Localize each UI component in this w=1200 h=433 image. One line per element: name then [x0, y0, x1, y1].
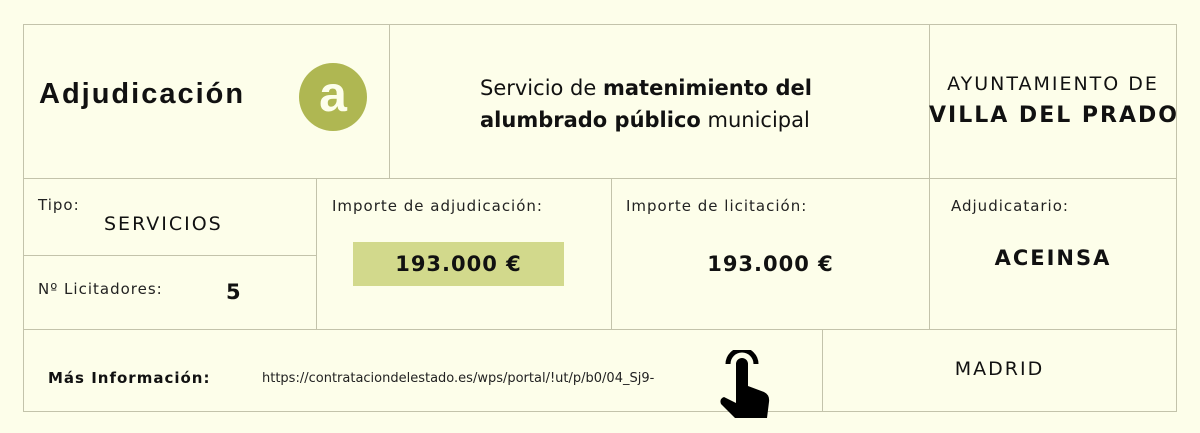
location: MADRID: [954, 358, 1045, 380]
page-title: Adjudicación: [39, 78, 246, 110]
tipo-label: Tipo:: [38, 196, 80, 214]
adjudicacion-value: 193.000 €: [353, 242, 564, 286]
org-line2: VILLA DEL PRADO: [929, 103, 1179, 128]
service-bold: alumbrado público: [480, 108, 701, 132]
licitacion-value: 193.000 €: [707, 252, 834, 276]
org-cell: [929, 24, 1177, 179]
licitadores-value: 5: [226, 280, 242, 304]
adjudicatario-value: ACEINSA: [994, 246, 1112, 270]
adjudicatario-label: Adjudicatario:: [951, 197, 1069, 215]
org-line1: AYUNTAMIENTO DE: [947, 73, 1159, 95]
location-cell: [822, 329, 1177, 412]
tipo-value: SERVICIOS: [104, 213, 223, 235]
service-title: Servicio de matenimiento del alumbrado p…: [480, 72, 812, 136]
service-bold: matenimiento del: [602, 76, 812, 100]
info-label: Más Información:: [48, 369, 211, 387]
licitadores-label: Nº Licitadores:: [38, 280, 163, 298]
adjudicacion-label: Importe de adjudicación:: [332, 197, 543, 215]
badge-icon: a: [299, 63, 367, 131]
licitacion-label: Importe de licitación:: [626, 197, 808, 215]
service-text: Servicio de: [480, 76, 603, 100]
pointing-hand-icon[interactable]: [718, 350, 774, 422]
info-link[interactable]: https://contrataciondelestado.es/wps/por…: [262, 371, 655, 386]
service-text: municipal: [700, 108, 810, 132]
